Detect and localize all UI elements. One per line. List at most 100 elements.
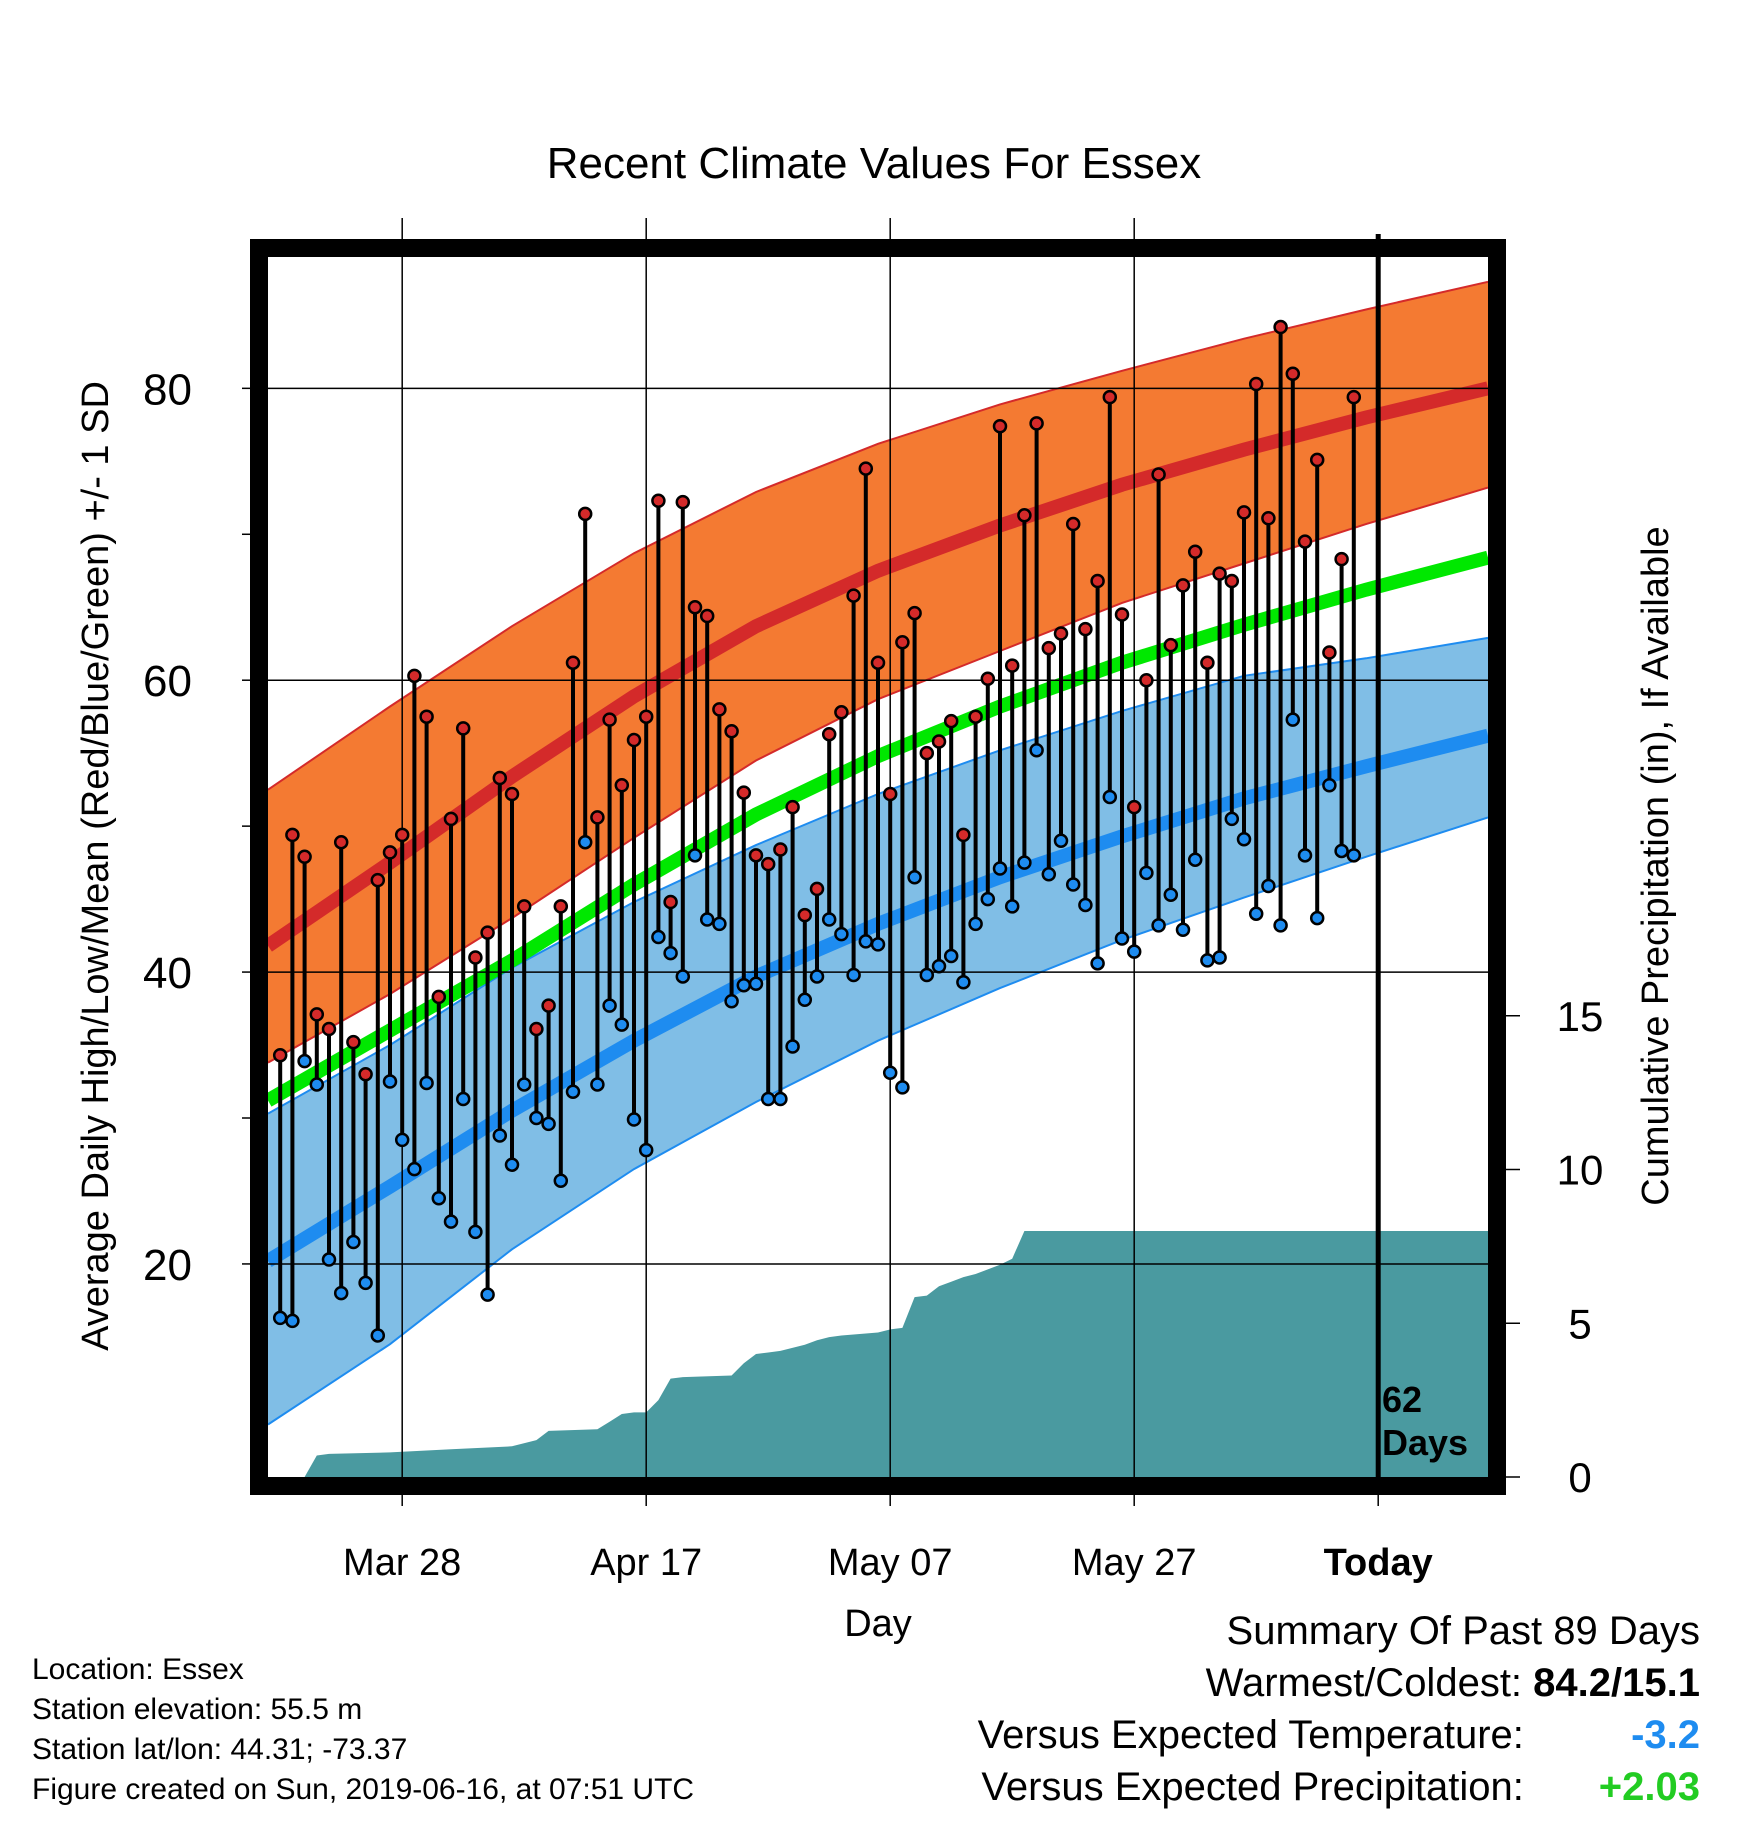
high-point-day-62 [1017, 508, 1032, 523]
low-point-day-21 [516, 1077, 532, 1092]
high-point-day-34 [675, 494, 691, 510]
low-point-day-87 [1322, 778, 1337, 793]
high-point-day-38 [724, 724, 739, 739]
low-point-day-25 [565, 1084, 581, 1099]
high-point-day-59 [980, 671, 996, 686]
low-point-day-54 [919, 967, 935, 983]
high-point-day-42 [773, 842, 788, 857]
low-point-day-67 [1078, 897, 1093, 913]
low-point-day-75 [1175, 922, 1191, 938]
low-point-day-7 [346, 1234, 361, 1250]
high-point-day-6 [333, 834, 349, 850]
y-tick-label-20: 20 [143, 1241, 192, 1290]
high-point-day-23 [541, 998, 556, 1013]
low-point-day-36 [699, 912, 715, 927]
y2-tick-label-15: 15 [1557, 993, 1604, 1040]
high-point-day-76 [1187, 544, 1203, 560]
low-point-day-38 [724, 994, 739, 1009]
low-point-day-78 [1212, 950, 1227, 965]
low-point-day-46 [821, 912, 837, 927]
high-point-day-26 [577, 506, 593, 522]
low-point-day-81 [1248, 906, 1264, 921]
low-point-day-44 [797, 992, 813, 1008]
low-point-day-86 [1309, 910, 1325, 926]
high-point-day-78 [1212, 566, 1227, 581]
low-point-day-70 [1114, 931, 1130, 946]
y-tick-label-80: 80 [143, 365, 192, 414]
high-point-day-80 [1236, 505, 1252, 520]
high-point-day-53 [907, 605, 922, 621]
high-point-day-87 [1322, 645, 1337, 660]
low-point-day-37 [712, 916, 727, 932]
high-point-day-37 [712, 702, 727, 717]
low-point-day-80 [1236, 832, 1252, 847]
high-point-day-24 [553, 899, 569, 914]
high-point-day-41 [760, 856, 776, 872]
low-point-day-6 [333, 1285, 349, 1301]
low-point-day-76 [1187, 852, 1203, 867]
low-lower-edge [267, 816, 1489, 1426]
high-point-day-89 [1346, 389, 1362, 405]
high-point-day-32 [651, 493, 666, 508]
high-point-day-73 [1151, 467, 1166, 482]
low-point-day-59 [980, 891, 996, 907]
temp-label: Versus Expected Temperature: [977, 1713, 1524, 1757]
low-point-day-85 [1297, 848, 1313, 863]
high-mean-line [264, 381, 1490, 952]
low-point-day-53 [907, 869, 922, 885]
low-point-day-64 [1041, 867, 1057, 882]
high-point-day-43 [785, 799, 800, 815]
low-point-day-19 [492, 1128, 508, 1143]
low-point-day-4 [309, 1077, 325, 1092]
summary-panel: Summary Of Past 89 Days Warmest/Coldest:… [978, 1605, 1700, 1813]
high-point-day-35 [687, 599, 703, 615]
low-point-day-15 [443, 1214, 459, 1229]
high-point-day-17 [468, 950, 483, 965]
x-tick-label-51: May 07 [828, 1542, 953, 1584]
low-point-day-31 [638, 1142, 654, 1158]
low-point-day-30 [626, 1112, 642, 1127]
low-point-day-89 [1346, 848, 1362, 863]
high-point-day-29 [614, 778, 630, 793]
low-point-day-61 [1004, 899, 1020, 914]
high-point-day-33 [663, 894, 678, 910]
low-point-day-72 [1139, 865, 1154, 881]
low-point-day-11 [394, 1132, 410, 1148]
low-point-day-48 [846, 967, 861, 983]
precip-area [268, 1231, 1488, 1477]
low-point-day-55 [931, 958, 947, 974]
low-point-day-88 [1334, 843, 1349, 859]
low-point-day-22 [529, 1110, 544, 1126]
low-point-day-42 [773, 1091, 788, 1107]
latlon-text: Station lat/lon: 44.31; -73.37 [32, 1733, 408, 1766]
elevation-text: Station elevation: 55.5 m [32, 1693, 363, 1726]
low-point-day-17 [468, 1224, 483, 1240]
temp-value: -3.2 [1631, 1713, 1700, 1757]
high-point-day-10 [382, 845, 398, 860]
y2-axis-label: Cumulative Precipitation (in), If Availa… [1635, 526, 1677, 1205]
low-point-day-49 [858, 934, 874, 949]
low-point-day-1 [272, 1310, 288, 1326]
x-tick-label-91: Today [1324, 1542, 1433, 1584]
low-point-day-45 [809, 969, 825, 984]
low-point-day-82 [1261, 878, 1276, 894]
precip-value: +2.03 [1598, 1765, 1700, 1809]
y2-tick-label-0: 0 [1568, 1454, 1591, 1501]
precip-layer [268, 1231, 1488, 1477]
low-point-day-33 [663, 945, 678, 961]
high-point-day-51 [882, 786, 898, 802]
station-info: Location: Essex Station elevation: 55.5 … [32, 1650, 694, 1810]
grid-layer [268, 218, 1488, 1477]
high-point-day-15 [443, 811, 459, 827]
high-point-day-58 [968, 709, 983, 724]
low-point-day-83 [1273, 918, 1288, 933]
high-point-day-83 [1273, 319, 1288, 335]
low-point-day-68 [1090, 956, 1105, 971]
high-point-day-7 [346, 1034, 361, 1050]
high-point-day-36 [699, 608, 715, 624]
high-point-day-65 [1053, 626, 1069, 641]
high-point-day-28 [602, 712, 617, 727]
low-point-day-27 [590, 1077, 605, 1092]
high-point-day-46 [821, 726, 837, 742]
